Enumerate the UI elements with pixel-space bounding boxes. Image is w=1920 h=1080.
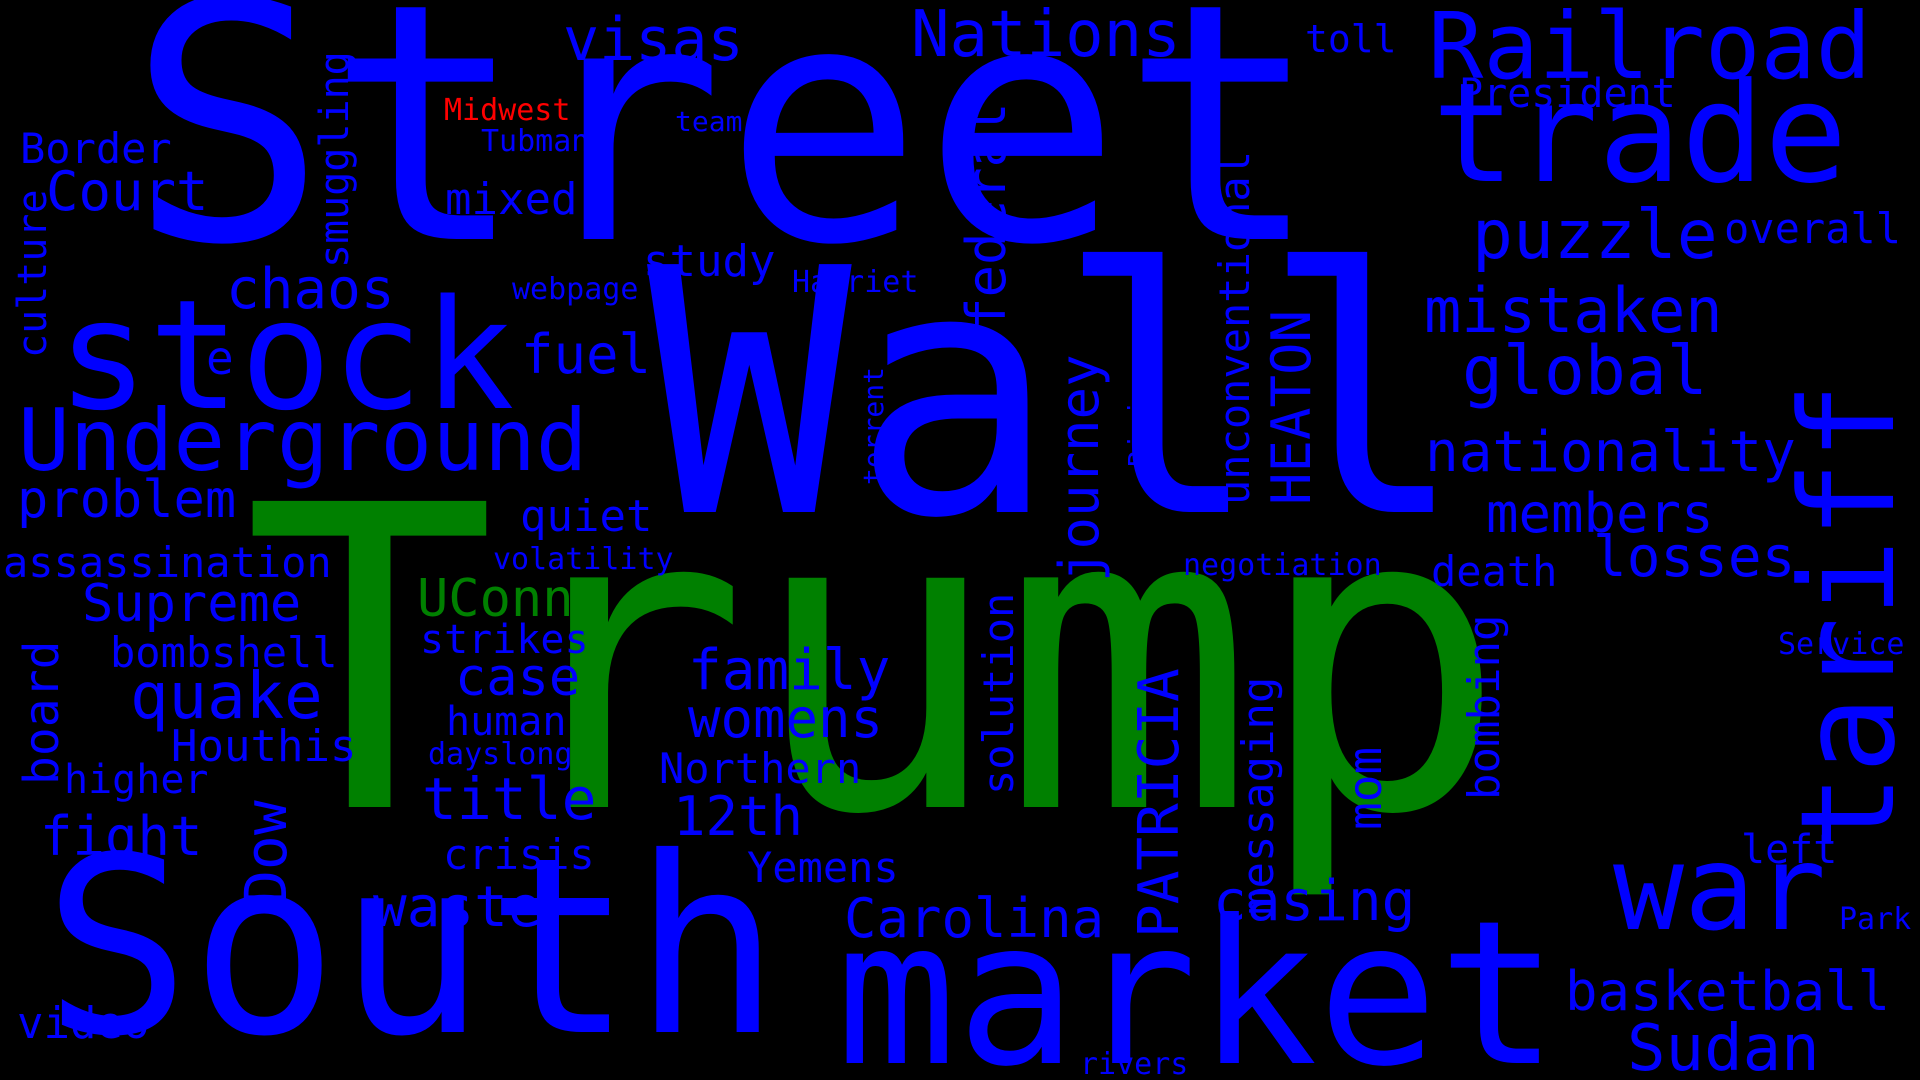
word-heaton: HEATON (1260, 309, 1323, 505)
word-team: team (675, 105, 743, 138)
word-e: e (206, 331, 234, 385)
word-war: war (1613, 819, 1827, 957)
word-quiet: quiet (520, 491, 653, 542)
word-trump: Trump (243, 418, 1508, 907)
word-study: study (643, 236, 776, 287)
word-railroad: Railroad (1428, 0, 1872, 100)
word-rising: Rising (1122, 365, 1155, 467)
word-northern: Northern (659, 744, 862, 793)
word-volatility: volatility (493, 542, 674, 577)
word-president: President (1459, 71, 1676, 117)
word-casing: casing (1213, 869, 1416, 934)
word-street: Street (128, 0, 1321, 317)
word-mom: mom (1338, 746, 1392, 830)
word-service: Service (1778, 627, 1905, 662)
word-culture: culture (10, 189, 56, 358)
word-basketball: basketball (1565, 960, 1891, 1023)
word-sudan: Sudan (1627, 1012, 1820, 1080)
word-human: human (446, 699, 567, 745)
word-problem: problem (17, 470, 237, 530)
word-torrent: torrent (857, 366, 890, 485)
word-rivers: rivers (1080, 1047, 1189, 1080)
word-trade: trade (1432, 53, 1848, 214)
word-chaos: chaos (226, 257, 395, 322)
word-family: family (688, 638, 891, 703)
word-bombshell: bombshell (110, 628, 338, 677)
word-overall: overall (1724, 204, 1902, 253)
word-underground: Underground (18, 391, 588, 491)
word-tariff: tariff (1772, 382, 1920, 852)
word-mistaken: mistaken (1424, 274, 1723, 347)
word-journey: journey (1048, 354, 1111, 582)
word-south: South (43, 805, 781, 1080)
word-higher: higher (64, 757, 209, 803)
word-toll: toll (1305, 17, 1397, 61)
word-tubman: Tubman (481, 124, 590, 159)
word-federal: federal (955, 102, 1018, 330)
word-dow: Dow (232, 800, 300, 905)
word-visas: visas (563, 5, 744, 75)
word-video: video (17, 998, 150, 1049)
word-womens: womens (688, 687, 884, 750)
word-puzzle: puzzle (1472, 196, 1718, 275)
word-solution: solution (974, 592, 1023, 795)
word-quake: quake (130, 660, 323, 734)
word-left: left (1741, 827, 1838, 873)
word-global: global (1462, 332, 1708, 411)
word-harriet: Harriet (792, 265, 919, 300)
word-fight: fight (40, 805, 203, 868)
word-border: Border (20, 124, 172, 173)
word-members: members (1486, 482, 1714, 545)
word-twelfth: 12th (673, 785, 804, 848)
word-fuel: fuel (521, 323, 652, 386)
word-board: board (14, 640, 70, 786)
word-nations: Nations (911, 0, 1181, 72)
word-patricia: PATRICIA (1127, 668, 1192, 938)
word-title: title (422, 765, 597, 833)
word-stock: stock (57, 267, 515, 444)
word-market: market (836, 878, 1559, 1080)
word-park: Park (1839, 902, 1912, 937)
word-uconn: UConn (417, 569, 574, 629)
word-negotiation: negotiation (1183, 548, 1382, 583)
word-court: Court (46, 160, 209, 223)
word-losses: losses (1593, 525, 1796, 590)
word-nationality: nationality (1425, 420, 1796, 485)
word-unconventional: unconventional (1210, 150, 1259, 505)
word-yemens: Yemens (747, 843, 899, 892)
word-mixed: mixed (445, 174, 578, 225)
word-wall: Wall (647, 197, 1466, 593)
word-strikes: strikes (420, 617, 589, 663)
word-case: case (455, 648, 581, 708)
word-bombing: bombing (1459, 614, 1510, 800)
word-midwest: Midwest (444, 93, 571, 128)
word-supreme: Supreme (82, 574, 302, 634)
word-death: death (1431, 547, 1558, 596)
word-carolina: Carolina (844, 887, 1105, 950)
word-smuggling: smuggling (312, 51, 358, 268)
word-webpage: webpage (512, 272, 639, 307)
word-assassination: assassination (3, 538, 332, 587)
word-crisis: crisis (443, 830, 595, 879)
word-waste: waste (373, 875, 542, 940)
word-dayslong: dayslong (428, 737, 573, 772)
word-houthis: Houthis (171, 721, 357, 772)
